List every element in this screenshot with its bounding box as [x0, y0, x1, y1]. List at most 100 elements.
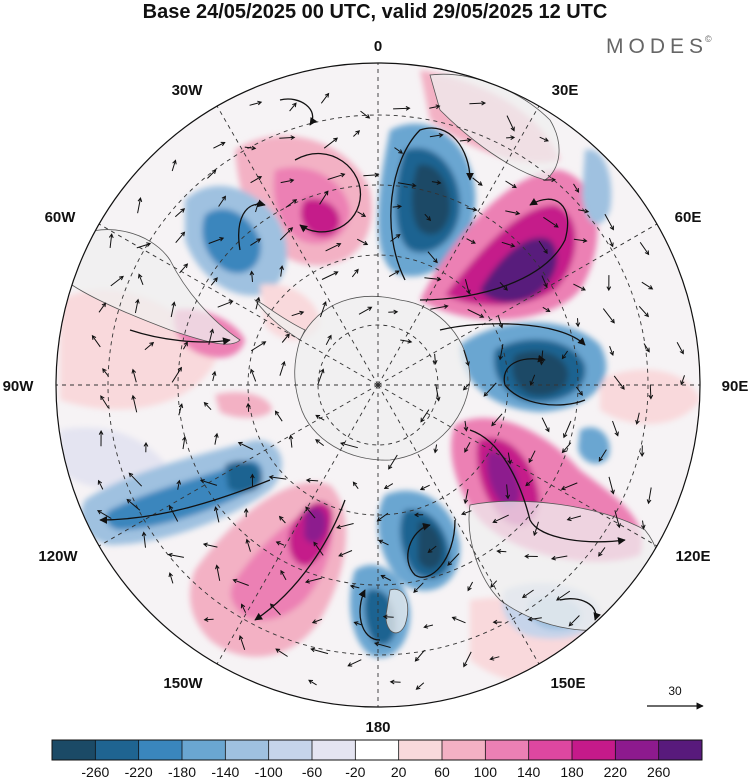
wind-arrow [179, 263, 189, 274]
wind-arrow [496, 549, 507, 554]
chart-title: Base 24/05/2025 00 UTC, valid 29/05/2025… [142, 1, 608, 23]
wind-arrow [413, 582, 424, 593]
colorbar-swatch [528, 740, 573, 760]
wind-arrow [466, 207, 478, 212]
streamline [254, 499, 346, 621]
streamline [559, 598, 601, 621]
colorbar-tick-label: 180 [560, 764, 584, 780]
negative-anomaly-small [578, 427, 610, 464]
wind-arrow [560, 482, 578, 491]
wind-arrow [305, 506, 316, 519]
wind-arrow [573, 283, 586, 291]
wind-arrow [491, 413, 503, 427]
wind-arrow [568, 615, 580, 627]
wind-arrow [505, 484, 511, 500]
colorbar-tick-label: 260 [647, 764, 671, 780]
wind-arrow [249, 270, 255, 282]
wind-arrow [310, 647, 329, 655]
wind-arrow [388, 270, 400, 278]
wind-arrow [98, 430, 104, 447]
wind-arrow [128, 472, 143, 487]
wind-arrow [648, 385, 654, 400]
wind-arrow [431, 180, 442, 185]
wind-arrow [525, 479, 534, 487]
wind-arrow [279, 135, 296, 140]
wind-arrow [497, 315, 504, 329]
wind-arrow [608, 476, 615, 495]
wind-arrow [98, 302, 107, 313]
wind-arrow [137, 197, 143, 214]
wind-arrow [413, 512, 424, 518]
wind-arrow [317, 368, 325, 386]
wind-arrow [614, 510, 621, 529]
negative-anomaly-15e-peak [412, 164, 451, 235]
wind-arrow [524, 553, 538, 559]
wind-arrow [280, 569, 287, 581]
wind-arrow [250, 368, 257, 382]
wind-arrow [397, 182, 417, 188]
wind-arrow [305, 477, 319, 483]
wind-arrow [325, 334, 332, 346]
wind-arrow [315, 439, 325, 446]
wind-arrow [598, 547, 606, 557]
wind-arrow [207, 169, 217, 179]
colorbar-swatch [268, 740, 313, 760]
streamlines [99, 98, 626, 641]
positive-anomaly-small [260, 284, 320, 340]
wind-arrow [563, 420, 572, 439]
streamline [390, 127, 474, 281]
lon-label-90e: 90E [722, 378, 749, 395]
wind-arrow [325, 243, 342, 252]
wind-arrow [680, 375, 685, 386]
lon-label-60e: 60E [675, 209, 702, 226]
wind-arrow [543, 216, 559, 228]
wind-arrow [424, 276, 442, 282]
wind-arrow [467, 581, 474, 592]
wind-arrow [237, 441, 254, 450]
wind-arrow [182, 341, 188, 350]
wind-arrow [528, 450, 536, 464]
wind-arrow [352, 481, 359, 489]
wind-arrow [358, 306, 373, 315]
wind-arrow [472, 177, 483, 186]
colorbar-swatch [52, 740, 96, 760]
wind-arrow [539, 350, 545, 366]
colorbar-swatch [355, 740, 399, 760]
wind-arrow [394, 147, 404, 154]
wind-arrow [243, 507, 249, 518]
wind-arrow [521, 589, 534, 599]
wind-arrow [281, 333, 290, 343]
positive-anomaly-45e-peak [480, 237, 558, 303]
wind-arrow [279, 360, 286, 376]
wind-arrow [378, 539, 389, 546]
wind-arrow [539, 136, 549, 142]
wind-arrow [400, 339, 413, 344]
wind-arrow [432, 353, 438, 365]
streamline [279, 98, 318, 126]
wind-arrow [311, 618, 323, 624]
wind-arrow [507, 452, 512, 465]
wind-arrow [415, 682, 425, 690]
colorbar-tick-label: 140 [517, 764, 541, 780]
south-america-landmass [69, 229, 241, 345]
wind-arrow [388, 454, 398, 470]
wind-arrow [269, 603, 281, 616]
wind-arrow [414, 649, 425, 662]
wind-arrow [182, 435, 187, 450]
colorbar-swatch [138, 740, 183, 760]
wind-arrow [646, 487, 652, 505]
wind-arrow [131, 394, 138, 413]
wind-arrow [462, 383, 470, 391]
positive-anomaly-150w-max [304, 507, 327, 544]
wind-arrow [639, 242, 650, 256]
wind-arrow [143, 441, 149, 453]
wind-arrow [382, 614, 394, 620]
positive-anomaly-small [215, 392, 272, 418]
streamline [129, 329, 231, 345]
wind-arrow [285, 199, 298, 208]
streamline [238, 199, 266, 251]
wind-arrow [268, 475, 287, 480]
wind-arrow [144, 341, 155, 351]
modes-logo: MODES© [606, 34, 712, 59]
wind-arrow [214, 432, 219, 445]
